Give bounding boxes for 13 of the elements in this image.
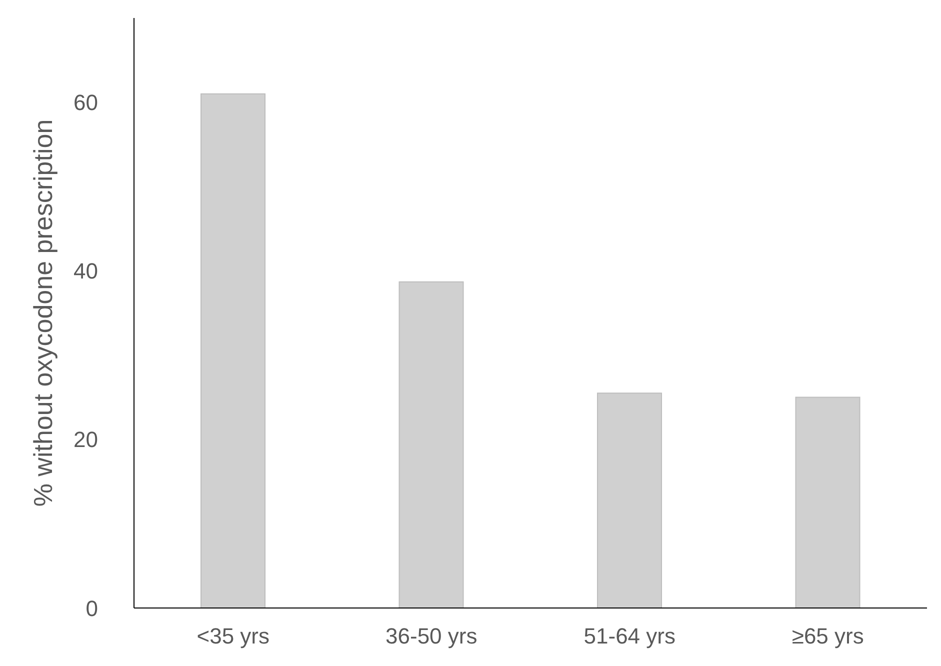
y-tick-label: 20	[74, 427, 98, 452]
y-tick-label: 60	[74, 90, 98, 116]
x-tick-label: <35 yrs	[196, 624, 270, 649]
y-axis-title: % without oxycodone prescription	[28, 119, 58, 507]
bar	[795, 396, 860, 608]
x-tick-label: 51-64 yrs	[584, 624, 676, 649]
y-tick-label: 0	[86, 596, 98, 621]
bar	[398, 281, 464, 608]
x-tick-label: ≥65 yrs	[792, 624, 864, 649]
y-tick-label: 40	[74, 258, 98, 284]
bar	[597, 392, 662, 608]
x-tick-label: 36-50 yrs	[386, 624, 478, 649]
bar	[200, 93, 266, 608]
